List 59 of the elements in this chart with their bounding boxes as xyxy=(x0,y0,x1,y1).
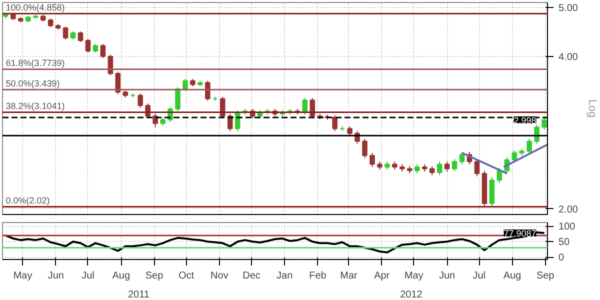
x-tick-label: Jun xyxy=(48,270,64,282)
candlestick xyxy=(220,96,226,119)
candlestick xyxy=(362,138,368,159)
candlestick xyxy=(542,117,547,130)
y-tick-label: 5.00 xyxy=(558,2,578,14)
candlestick xyxy=(452,158,458,172)
candlestick xyxy=(227,113,233,132)
x-tick-label: Aug xyxy=(503,270,522,282)
candlestick xyxy=(182,78,188,92)
candlestick xyxy=(152,113,158,128)
y-tick-label: 2.00 xyxy=(558,204,578,216)
ref-line-label: 0.0%(2.02) xyxy=(6,196,50,206)
candlestick xyxy=(414,164,420,174)
x-tick-label: Sep xyxy=(145,270,164,282)
x-tick-label: Aug xyxy=(112,270,130,282)
text: 2012 xyxy=(400,290,423,300)
annotation: 2.998 xyxy=(514,115,536,126)
y-tick-label: 4.00 xyxy=(558,52,578,63)
candlestick xyxy=(474,158,480,177)
candlestick xyxy=(429,166,435,176)
x-tick-label: Mar xyxy=(340,270,358,282)
ref-line-label: 61.8%(3.7739) xyxy=(6,58,65,68)
y-axis-title: Log xyxy=(586,99,598,118)
x-tick-label: Dec xyxy=(242,270,260,282)
text: 2011 xyxy=(128,290,150,300)
ref-line-label: 100.0%(4.858) xyxy=(6,2,65,13)
candlestick xyxy=(85,38,91,54)
candlestick xyxy=(78,30,84,43)
x-tick-label: May xyxy=(404,270,424,282)
y-tick-label: 50 xyxy=(558,237,570,248)
line-series xyxy=(4,231,546,254)
candlestick xyxy=(436,161,442,176)
y-tick-label: 100 xyxy=(558,222,576,233)
ref-line-label: 50.0%(3.439) xyxy=(6,78,60,89)
candlestick xyxy=(332,114,338,132)
candlestick xyxy=(489,176,495,208)
x-tick-label: May xyxy=(13,270,32,282)
candlestick xyxy=(175,86,180,112)
candlestick xyxy=(444,161,450,172)
x-tick-label: Feb xyxy=(309,270,327,282)
x-tick-label: Jul xyxy=(82,270,94,282)
candlestick xyxy=(205,80,210,102)
x-tick-label: Jun xyxy=(438,270,456,282)
x-tick-label: Jul xyxy=(472,270,486,282)
x-tick-label: Oct xyxy=(178,270,194,282)
candlestick xyxy=(138,92,143,108)
x-tick-label: Nov xyxy=(210,270,228,282)
x-tick-label: Apr xyxy=(374,270,390,282)
annotation: 77.9087 xyxy=(504,228,536,239)
candlestick xyxy=(459,152,465,165)
candlestick xyxy=(100,44,106,59)
candlestick xyxy=(526,138,532,154)
candlestick xyxy=(347,126,352,136)
ref-line-label: 38.2%(3.1041) xyxy=(6,101,65,112)
candlestick xyxy=(370,152,375,168)
x-tick-label: Jan xyxy=(276,270,293,282)
candlestick xyxy=(62,26,68,40)
x-tick-label: Sep xyxy=(536,270,555,282)
y-tick-label: 0 xyxy=(558,252,564,264)
